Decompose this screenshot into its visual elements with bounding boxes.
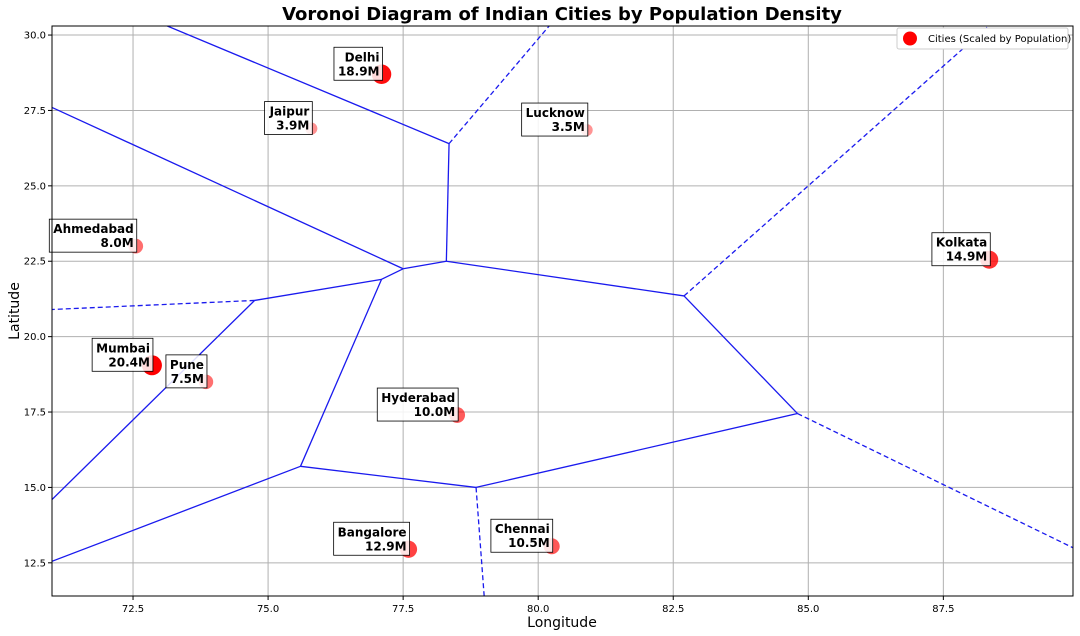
voronoi-edge bbox=[165, 26, 450, 145]
voronoi-edge bbox=[299, 279, 383, 467]
voronoi-edge bbox=[446, 260, 685, 297]
voronoi-edges bbox=[52, 26, 1073, 596]
voronoi-edge bbox=[475, 412, 798, 489]
city-label-box bbox=[490, 518, 554, 553]
city-points bbox=[128, 64, 999, 558]
voronoi-edge bbox=[381, 268, 404, 280]
y-tick-label: 17.5 bbox=[24, 408, 46, 419]
legend: Cities (Scaled by Population) bbox=[896, 27, 1071, 50]
voronoi-edge-dashed bbox=[52, 299, 255, 311]
city-name: Delhi bbox=[345, 50, 380, 64]
voronoi-edge bbox=[254, 278, 382, 302]
x-tick-label: 75.0 bbox=[257, 604, 279, 615]
city-label-box bbox=[376, 387, 459, 422]
city-population: 10.5M bbox=[508, 536, 550, 550]
y-tick-label: 15.0 bbox=[24, 483, 46, 494]
x-tick-label: 80.0 bbox=[527, 604, 549, 615]
city-population: 7.5M bbox=[171, 372, 204, 386]
x-tick-label: 82.5 bbox=[662, 604, 684, 615]
x-tick-label: 87.5 bbox=[932, 604, 954, 615]
voronoi-edge bbox=[300, 465, 477, 489]
city-name: Chennai bbox=[495, 522, 550, 536]
y-tick-label: 27.5 bbox=[24, 106, 46, 117]
city-population: 3.9M bbox=[276, 119, 309, 133]
x-axis-label: Longitude bbox=[527, 615, 597, 631]
y-tick-label: 20.0 bbox=[24, 332, 46, 343]
city-label-box bbox=[91, 337, 154, 372]
city-label-box bbox=[48, 218, 138, 253]
x-tick-label: 85.0 bbox=[797, 604, 819, 615]
city-name: Jaipur bbox=[269, 105, 310, 119]
city-name: Hyderabad bbox=[381, 391, 455, 405]
voronoi-edge bbox=[52, 465, 301, 562]
city-label-box bbox=[165, 354, 208, 389]
voronoi-edge bbox=[403, 260, 447, 270]
city-name: Kolkata bbox=[936, 236, 987, 250]
y-tick-label: 30.0 bbox=[24, 31, 46, 42]
city-name: Bangalore bbox=[338, 525, 407, 539]
city-name: Pune bbox=[170, 358, 204, 372]
legend-label: Cities (Scaled by Population) bbox=[928, 34, 1071, 45]
city-population: 8.0M bbox=[101, 236, 134, 250]
city-name: Lucknow bbox=[526, 106, 585, 120]
y-tick-label: 12.5 bbox=[24, 558, 46, 569]
voronoi-edge bbox=[52, 299, 256, 500]
city-population: 18.9M bbox=[338, 64, 380, 78]
city-label-box bbox=[931, 232, 991, 267]
city-name: Ahmedabad bbox=[53, 222, 133, 236]
voronoi-edge-dashed bbox=[797, 412, 1073, 549]
y-tick-label: 25.0 bbox=[24, 181, 46, 192]
chart-title: Voronoi Diagram of Indian Cities by Popu… bbox=[282, 4, 842, 25]
x-tick-label: 72.5 bbox=[122, 604, 144, 615]
city-population: 14.9M bbox=[946, 250, 988, 264]
city-label-box bbox=[521, 102, 589, 137]
city-label-box bbox=[333, 521, 410, 556]
city-population: 20.4M bbox=[108, 355, 150, 369]
legend-marker bbox=[903, 31, 917, 46]
voronoi-edge bbox=[683, 295, 798, 414]
city-population: 3.5M bbox=[552, 120, 585, 134]
voronoi-edge bbox=[445, 143, 450, 262]
voronoi-edge-dashed bbox=[475, 487, 485, 596]
voronoi-edge-dashed bbox=[683, 26, 990, 297]
city-population: 10.0M bbox=[414, 405, 456, 419]
voronoi-edge-dashed bbox=[448, 26, 550, 145]
city-population: 12.9M bbox=[365, 539, 407, 553]
legend-box bbox=[896, 27, 1069, 50]
city-name: Mumbai bbox=[96, 341, 150, 355]
voronoi-edge bbox=[52, 106, 404, 270]
city-label-box bbox=[264, 101, 313, 135]
y-axis-label: Latitude bbox=[7, 282, 23, 340]
y-tick-label: 22.5 bbox=[24, 257, 46, 268]
city-label-box bbox=[333, 46, 383, 81]
axis-ticks: 72.5 75.0 77.5 80.0 82.5 85.0 87.5 12.5 15.0 17.5… bbox=[24, 31, 955, 615]
plot-frame bbox=[51, 25, 1074, 597]
x-tick-label: 77.5 bbox=[392, 604, 414, 615]
